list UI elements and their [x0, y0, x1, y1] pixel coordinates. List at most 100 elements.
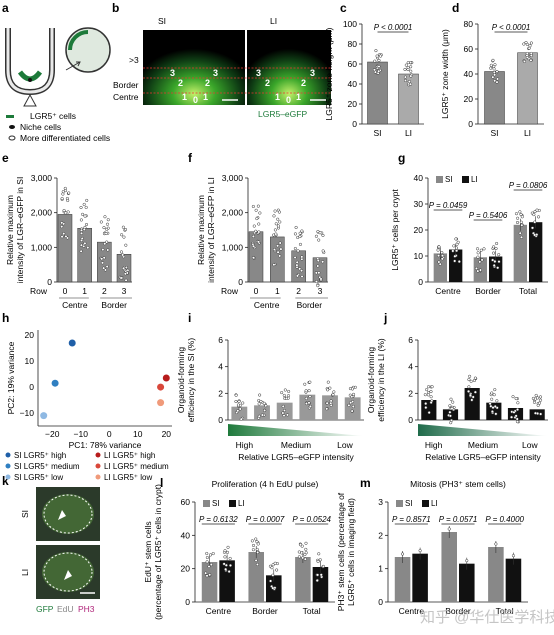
y-axis-label: LGR5⁺ zone height (μm): [324, 27, 334, 120]
y-tick-label: 20: [348, 99, 358, 109]
row-label: Row: [221, 286, 239, 296]
bar: [421, 400, 437, 420]
crypt-diagram: [5, 27, 111, 107]
p-value: P = 0.0571: [439, 515, 478, 524]
data-point: [269, 579, 273, 583]
bar: [441, 532, 457, 602]
data-point: [426, 390, 431, 395]
k-li-label: LI: [20, 569, 30, 576]
data-point: [492, 64, 496, 69]
data-point: [284, 396, 288, 400]
data-point: [272, 263, 276, 267]
data-point: [281, 404, 285, 408]
data-point: [331, 393, 335, 397]
legend-niche: Niche cells: [20, 122, 61, 132]
data-point: [373, 59, 377, 63]
data-point: [515, 420, 519, 424]
legend-swatch: [229, 500, 236, 507]
data-point: [377, 64, 381, 69]
data-point: [437, 254, 441, 258]
data-point: [295, 274, 299, 278]
data-point: [276, 244, 280, 248]
data-point: [278, 254, 282, 258]
chart-i: 0 2 4 6 Organoid-forming efficiency in the SI…: [176, 335, 364, 462]
data-point: [453, 254, 457, 258]
data-point: [252, 224, 256, 228]
x-tick-label: 3: [122, 286, 127, 296]
p-value: P = 0.5406: [469, 211, 508, 220]
data-point: [119, 276, 123, 280]
data-point: [83, 214, 87, 218]
data-point: [258, 211, 262, 215]
data-point: [493, 388, 497, 392]
data-point: [532, 213, 536, 217]
data-point: [300, 269, 304, 273]
data-point: [251, 204, 255, 209]
data-point: [326, 388, 330, 392]
data-point: [449, 421, 453, 425]
data-point: [454, 246, 459, 250]
p-value: P = 0.4000: [485, 515, 524, 524]
data-point: [300, 255, 304, 259]
crypt-cross-section: [65, 27, 111, 73]
data-point: [271, 586, 275, 590]
data-point: [99, 220, 103, 224]
data-point: [350, 409, 354, 413]
data-point: [255, 562, 259, 567]
y-tick-label: 20: [25, 330, 35, 340]
data-point: [377, 69, 381, 73]
y-tick-label: 2,000: [31, 208, 53, 218]
svg-text:3: 3: [310, 68, 315, 78]
data-point: [280, 391, 284, 395]
data-point: [227, 570, 231, 574]
data-point: [490, 410, 494, 414]
data-point: [316, 559, 320, 564]
data-point: [514, 397, 518, 401]
data-point: [293, 232, 297, 236]
data-point: [514, 212, 519, 216]
legend-label: SI: [212, 499, 220, 508]
data-point: [278, 220, 282, 224]
data-point: [251, 548, 255, 552]
data-point: [512, 410, 516, 414]
x-tick-label: LI: [405, 128, 412, 138]
data-point: [493, 259, 497, 263]
data-point: [452, 244, 456, 248]
data-point: [316, 230, 320, 234]
k-stain-gfp: GFP: [36, 604, 54, 614]
data-point: [255, 540, 259, 544]
data-point: [329, 399, 333, 403]
data-point: [294, 225, 298, 230]
data-point: [465, 559, 469, 563]
y-tick-label: 1: [378, 564, 383, 574]
svg-text:1: 1: [275, 92, 280, 102]
data-point: [424, 406, 428, 410]
bar: [322, 395, 338, 420]
data-point: [272, 214, 276, 218]
gradient-label: Low: [337, 440, 353, 450]
legend-swatch: [203, 500, 210, 507]
data-point: [121, 225, 125, 229]
panel-letter-g: g: [398, 151, 405, 165]
chart-f: 0 1,000 2,000 3,000 Relative maximum intensit…: [196, 173, 328, 310]
data-point: [279, 247, 283, 251]
y-tick-label: 2: [408, 388, 413, 398]
svg-text:1: 1: [296, 92, 301, 102]
y-tick-label: 0: [418, 277, 423, 287]
data-point: [409, 69, 413, 73]
svg-text:2: 2: [205, 78, 210, 88]
group-label: Border: [297, 300, 323, 310]
scatter-point: [68, 339, 76, 347]
data-point: [223, 549, 227, 553]
data-point: [328, 386, 332, 390]
data-point: [105, 227, 109, 231]
data-point: [103, 215, 107, 219]
data-point: [277, 210, 281, 214]
data-point: [473, 390, 477, 394]
data-point: [438, 262, 442, 266]
x-tick-label: Centre: [435, 286, 461, 296]
panel-letter-b: b: [112, 1, 119, 15]
data-point: [274, 232, 278, 236]
y-axis-label: PH3⁺ stem cells (percentage of: [336, 492, 346, 611]
data-point: [492, 70, 496, 74]
